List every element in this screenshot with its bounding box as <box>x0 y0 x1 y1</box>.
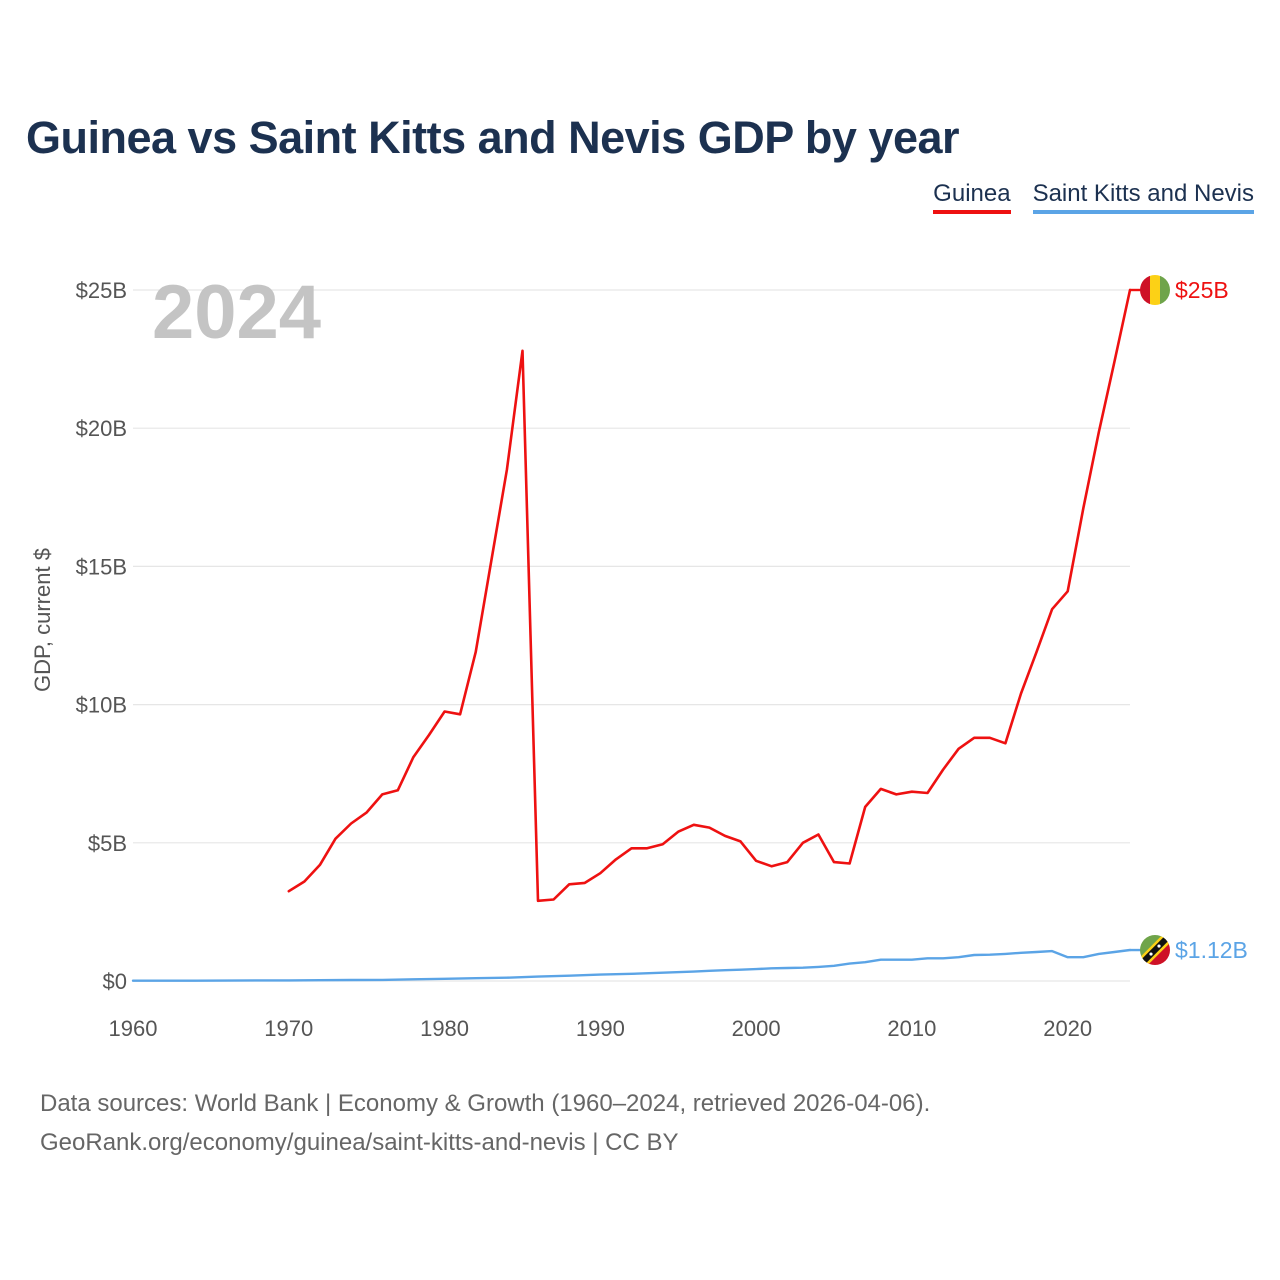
series-line-saint-kitts-and-nevis <box>131 948 1132 982</box>
series-end-label-saint-kitts-and-nevis: $1.12B <box>1175 937 1248 963</box>
guinea-flag-icon <box>1140 275 1170 305</box>
legend: Guinea Saint Kitts and Nevis <box>933 180 1254 214</box>
legend-item-saint-kitts-and-nevis[interactable]: Saint Kitts and Nevis <box>1032 180 1254 214</box>
tick-layer: $0 $5B $10B $15B $20B $25B 1960 1970 1980 1990 200… <box>76 278 1093 1041</box>
x-tick-label: 1960 <box>109 1016 158 1041</box>
x-tick-label: 2000 <box>732 1016 781 1041</box>
x-tick-label: 1990 <box>576 1016 625 1041</box>
chart-title: Guinea vs Saint Kitts and Nevis GDP by y… <box>26 112 960 163</box>
y-tick-label: $10B <box>76 693 127 718</box>
legend-item-guinea[interactable]: Guinea <box>933 180 1011 214</box>
y-tick-label: $0 <box>103 969 127 994</box>
series-end-label-guinea: $25B <box>1175 277 1229 303</box>
grid-layer <box>133 289 1130 982</box>
x-tick-label: 2010 <box>887 1016 936 1041</box>
y-tick-label: $20B <box>76 416 127 441</box>
x-tick-label: 1980 <box>420 1016 469 1041</box>
series-line-guinea <box>287 288 1132 903</box>
current-year-label: 2024 <box>152 270 321 355</box>
marker-layer: $25B $1.12B <box>1130 275 1248 966</box>
x-tick-label: 2020 <box>1043 1016 1092 1041</box>
footer: Data sources: World Bank | Economy & Gro… <box>40 1084 930 1162</box>
y-axis-label: GDP, current $ <box>30 548 55 692</box>
y-tick-label: $25B <box>76 278 127 303</box>
x-tick-label: 1970 <box>264 1016 313 1041</box>
footer-sources: Data sources: World Bank | Economy & Gro… <box>40 1090 931 1117</box>
saint-kitts-and-nevis-flag-icon <box>1140 935 1170 966</box>
footer-link[interactable]: GeoRank.org/economy/guinea/saint-kitts-a… <box>40 1129 679 1156</box>
y-tick-label: $5B <box>88 831 127 856</box>
series-layer <box>131 288 1132 982</box>
y-tick-label: $15B <box>76 554 127 579</box>
gdp-line-chart: 2024 GDP, current $ $0 $5B $10B $15B $20B $25… <box>30 270 1248 1041</box>
